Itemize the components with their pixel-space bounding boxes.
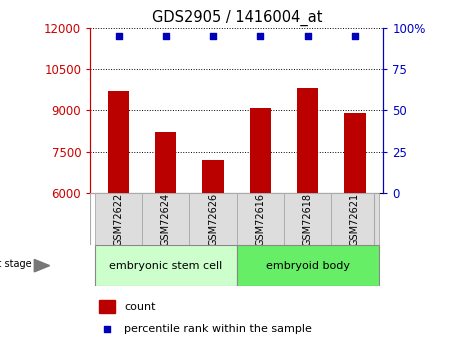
Text: count: count [124, 302, 156, 312]
Bar [189, 193, 237, 245]
Title: GDS2905 / 1416004_at: GDS2905 / 1416004_at [152, 10, 322, 26]
Bar [95, 245, 237, 286]
Text: embryonic stem cell: embryonic stem cell [109, 261, 222, 270]
Text: GSM72624: GSM72624 [161, 193, 171, 246]
Point [257, 33, 264, 39]
Polygon shape [34, 259, 50, 272]
Bar [95, 193, 142, 245]
Text: development stage: development stage [0, 259, 32, 268]
Point [103, 326, 110, 332]
Bar [237, 193, 284, 245]
Bar [99, 300, 115, 313]
Bar [108, 91, 129, 193]
Point [115, 33, 122, 39]
Point [210, 33, 217, 39]
Text: GSM72626: GSM72626 [208, 193, 218, 246]
Text: GSM72616: GSM72616 [255, 193, 266, 246]
Text: embryoid body: embryoid body [266, 261, 350, 270]
Bar [237, 245, 379, 286]
Point [351, 33, 359, 39]
Bar [345, 113, 366, 193]
Text: GSM72618: GSM72618 [303, 193, 313, 246]
Point [162, 33, 170, 39]
Bar [142, 193, 189, 245]
Bar [155, 132, 176, 193]
Point [304, 33, 311, 39]
Text: GSM72622: GSM72622 [114, 193, 124, 246]
Bar [297, 88, 318, 193]
Bar [202, 160, 224, 193]
Bar [284, 193, 331, 245]
Text: percentile rank within the sample: percentile rank within the sample [124, 324, 312, 334]
Text: GSM72621: GSM72621 [350, 193, 360, 246]
Bar [250, 108, 271, 193]
Bar [331, 193, 379, 245]
